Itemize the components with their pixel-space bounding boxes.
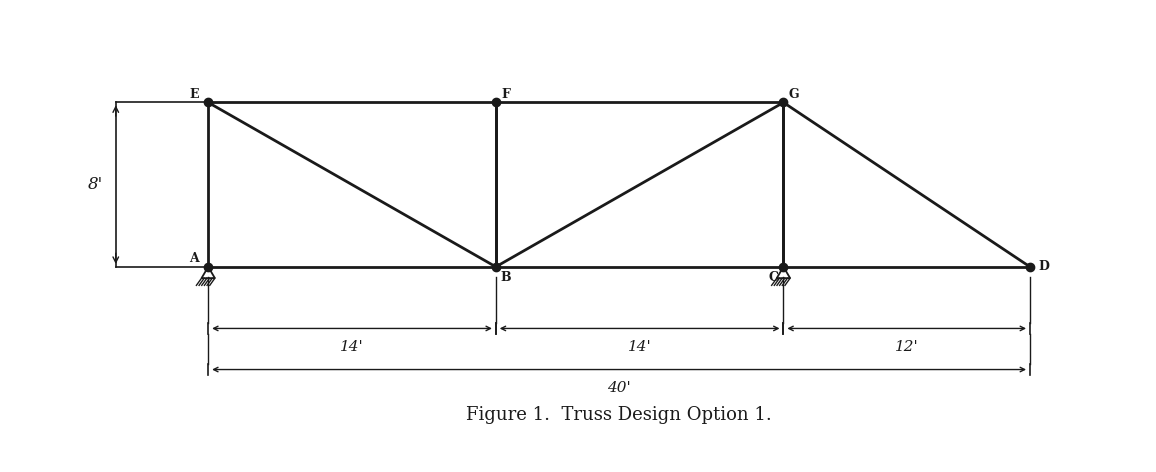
Text: D: D [1039,261,1050,273]
Text: 12': 12' [895,340,919,354]
Text: 14': 14' [628,340,652,354]
Text: 14': 14' [340,340,364,354]
Text: 8': 8' [88,176,103,193]
Text: G: G [788,88,799,101]
Text: B: B [501,270,511,284]
Text: Figure 1.  Truss Design Option 1.: Figure 1. Truss Design Option 1. [466,406,772,424]
Text: 40': 40' [607,381,631,395]
Text: F: F [502,88,511,101]
Text: A: A [188,252,199,265]
Text: E: E [190,88,199,101]
Text: C: C [769,270,778,284]
